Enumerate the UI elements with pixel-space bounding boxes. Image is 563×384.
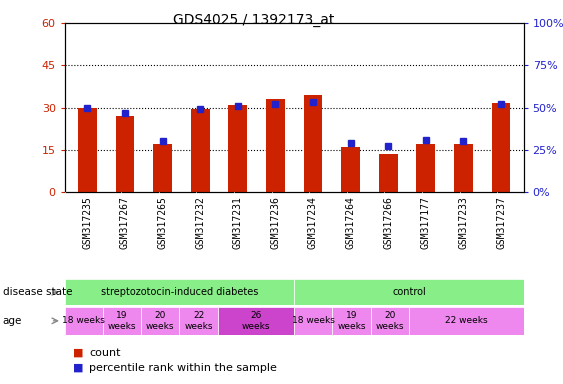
Text: GSM317234: GSM317234 (308, 196, 318, 249)
Text: GSM317232: GSM317232 (195, 196, 205, 249)
Text: GSM317177: GSM317177 (421, 196, 431, 249)
Text: 20
weeks: 20 weeks (376, 311, 404, 331)
Text: disease state: disease state (3, 287, 72, 297)
Bar (65, 279, 294, 305)
Bar (409, 307, 524, 335)
Text: control: control (392, 287, 426, 297)
Bar (417, 144, 435, 192)
Text: GSM317235: GSM317235 (82, 196, 92, 249)
Text: GSM317231: GSM317231 (233, 196, 243, 249)
Bar (141, 307, 180, 335)
Bar (218, 307, 294, 335)
Text: GDS4025 / 1392173_at: GDS4025 / 1392173_at (173, 13, 334, 27)
Bar (294, 307, 332, 335)
Text: 18 weeks: 18 weeks (292, 316, 335, 325)
Text: 26
weeks: 26 weeks (242, 311, 270, 331)
Bar (78, 108, 97, 192)
Bar (115, 116, 135, 192)
Text: ■: ■ (73, 348, 84, 358)
Bar (379, 154, 397, 192)
Bar (303, 95, 323, 192)
Bar (294, 279, 524, 305)
Bar (191, 109, 209, 192)
Text: GSM317266: GSM317266 (383, 196, 393, 249)
Bar (229, 105, 247, 192)
Bar (341, 147, 360, 192)
Text: GSM317264: GSM317264 (346, 196, 356, 249)
Text: 22
weeks: 22 weeks (184, 311, 213, 331)
Text: count: count (89, 348, 120, 358)
Text: GSM317237: GSM317237 (496, 196, 506, 249)
Text: GSM317236: GSM317236 (270, 196, 280, 249)
Text: age: age (3, 316, 22, 326)
Text: GSM317265: GSM317265 (158, 196, 168, 249)
Bar (491, 103, 511, 192)
Bar (332, 307, 370, 335)
Text: GSM317233: GSM317233 (458, 196, 468, 249)
Bar (153, 144, 172, 192)
Text: percentile rank within the sample: percentile rank within the sample (89, 363, 277, 373)
Bar (103, 307, 141, 335)
Bar (266, 99, 285, 192)
Text: 20
weeks: 20 weeks (146, 311, 175, 331)
Text: 19
weeks: 19 weeks (108, 311, 136, 331)
Bar (454, 144, 473, 192)
Text: 22 weeks: 22 weeks (445, 316, 488, 325)
Text: streptozotocin-induced diabetes: streptozotocin-induced diabetes (101, 287, 258, 297)
Bar (180, 307, 218, 335)
Bar (65, 307, 103, 335)
Text: GSM317267: GSM317267 (120, 196, 130, 249)
Bar (370, 307, 409, 335)
Text: 19
weeks: 19 weeks (337, 311, 366, 331)
Text: 18 weeks: 18 weeks (62, 316, 105, 325)
Text: ■: ■ (73, 363, 84, 373)
